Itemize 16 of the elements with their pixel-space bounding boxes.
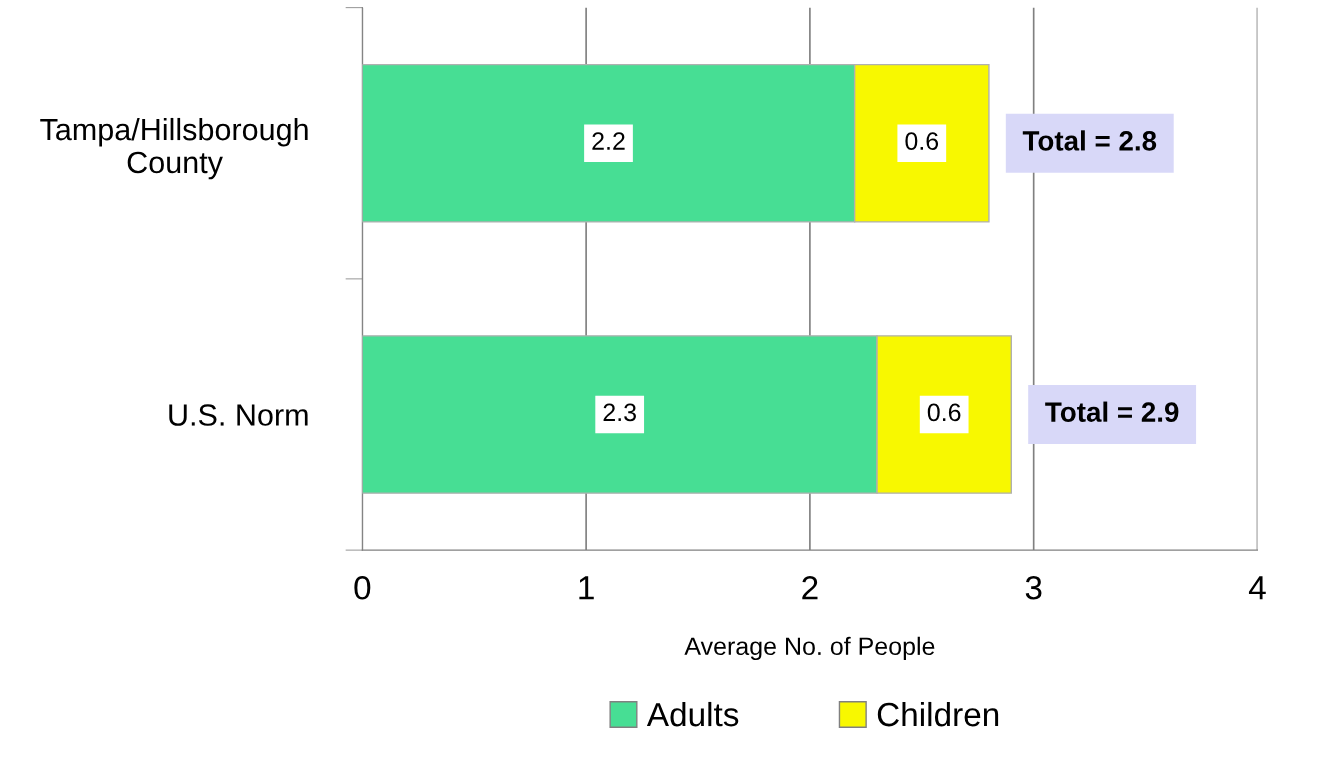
data-label: 2.3	[603, 403, 636, 422]
total-label: Total = 2.8	[1022, 130, 1157, 151]
x-tick-label: 3	[1025, 576, 1042, 600]
data-label: 2.2	[592, 132, 625, 150]
data-label: 0.6	[905, 132, 939, 150]
data-label: 0.6	[927, 403, 961, 422]
x-tick-label: 2	[802, 576, 818, 600]
y-tick-label: Tampa/Hillsborough County	[40, 117, 308, 180]
x-axis-title: Average No. of People	[684, 636, 935, 661]
x-tick-label: 0	[354, 576, 371, 600]
legend-label: Adults	[646, 701, 739, 727]
x-tick-label: 1	[579, 576, 594, 600]
x-tick-label: 4	[1248, 576, 1266, 600]
total-label: Total = 2.9	[1045, 401, 1179, 422]
y-tick-label: U.S. Norm	[169, 404, 308, 426]
legend-label: Children	[877, 701, 999, 727]
